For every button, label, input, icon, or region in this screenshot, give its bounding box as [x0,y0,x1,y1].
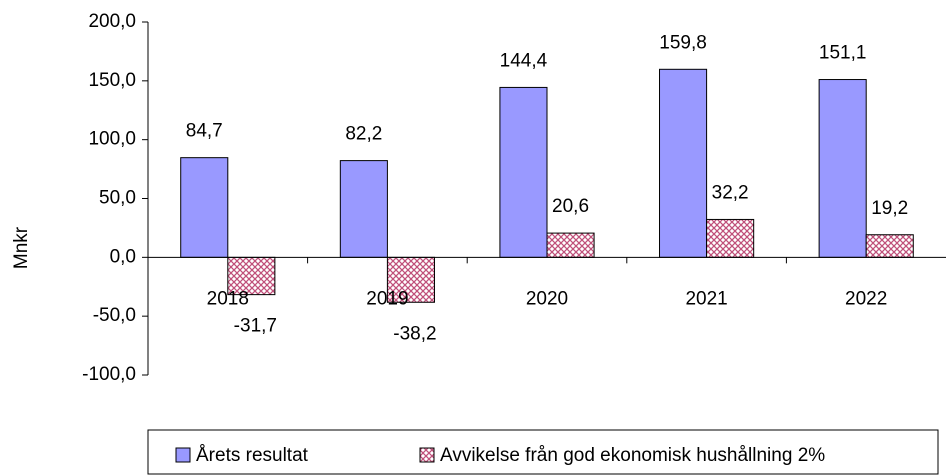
value-label: -38,2 [393,323,436,344]
legend-swatch [419,447,435,463]
bar [180,157,229,258]
value-label: 20,6 [552,196,589,217]
y-tick-label: 0,0 [110,246,136,267]
legend-label: Årets resultat [196,445,309,466]
bar [659,68,708,258]
value-label: -31,7 [234,316,277,337]
x-tick-label: 2019 [366,288,408,309]
legend-box [147,429,939,475]
bar [546,232,595,258]
bar [865,234,914,258]
bar [339,160,388,258]
bar [386,256,435,303]
y-tick-label: -50,0 [93,305,136,326]
y-tick-label: 50,0 [99,188,136,209]
x-tick-label: 2021 [685,288,727,309]
value-label: 84,7 [186,121,223,142]
legend-swatch [175,447,191,463]
y-tick-label: 100,0 [88,129,136,150]
value-label: 159,8 [659,32,707,53]
bar [706,218,755,258]
x-tick-label: 2022 [845,288,887,309]
x-tick-label: 2020 [526,288,568,309]
bar [499,86,548,258]
y-axis-label: Mnkr [11,226,32,269]
y-tick-label: 200,0 [88,11,136,32]
bar [818,79,867,258]
legend-label: Avvikelse från god ekonomisk hushållning… [440,445,825,466]
value-label: 19,2 [871,198,908,219]
value-label: 82,2 [345,124,382,145]
x-tick-label: 2018 [207,288,249,309]
y-tick-label: 150,0 [88,70,136,91]
value-label: 144,4 [500,50,548,71]
value-label: 151,1 [819,43,867,64]
bar [227,256,276,296]
value-label: 32,2 [712,182,749,203]
y-tick-label: -100,0 [82,364,136,385]
